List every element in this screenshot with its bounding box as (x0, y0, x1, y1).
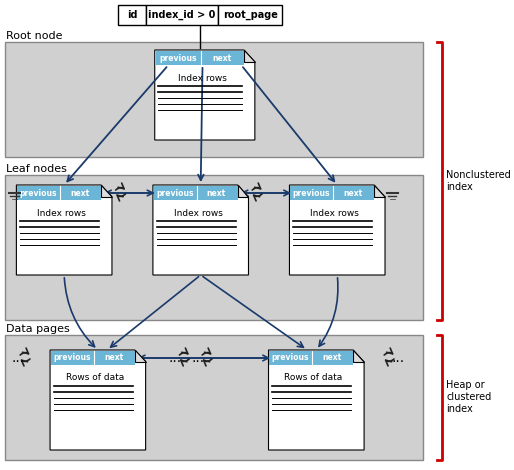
Text: Nonclustered
index: Nonclustered index (446, 170, 511, 192)
Polygon shape (374, 185, 385, 197)
Text: previous: previous (159, 54, 197, 63)
Text: Index rows: Index rows (37, 209, 86, 218)
Text: ...: ... (191, 351, 204, 365)
Polygon shape (50, 350, 145, 450)
Text: previous: previous (272, 353, 309, 362)
FancyBboxPatch shape (5, 42, 423, 157)
FancyBboxPatch shape (17, 186, 101, 200)
Text: Heap or
clustered
index: Heap or clustered index (446, 380, 491, 414)
Polygon shape (16, 185, 112, 275)
Text: previous: previous (53, 353, 91, 362)
Text: previous: previous (20, 188, 57, 197)
FancyBboxPatch shape (269, 351, 353, 365)
Text: Index rows: Index rows (310, 209, 359, 218)
Polygon shape (237, 185, 248, 197)
FancyBboxPatch shape (154, 186, 237, 200)
Polygon shape (289, 185, 385, 275)
Text: id: id (127, 10, 137, 20)
Polygon shape (155, 50, 255, 140)
Text: next: next (104, 353, 123, 362)
Polygon shape (153, 185, 248, 275)
FancyBboxPatch shape (118, 5, 145, 25)
Text: ...: ... (12, 351, 25, 365)
Polygon shape (353, 350, 364, 362)
Text: next: next (70, 188, 89, 197)
Text: Rows of data: Rows of data (284, 374, 343, 383)
FancyBboxPatch shape (5, 335, 423, 460)
Text: Index rows: Index rows (174, 209, 223, 218)
Polygon shape (244, 50, 255, 62)
Text: index_id > 0: index_id > 0 (149, 10, 216, 20)
FancyBboxPatch shape (145, 5, 218, 25)
FancyBboxPatch shape (156, 51, 244, 65)
FancyBboxPatch shape (5, 175, 423, 320)
Text: next: next (212, 54, 231, 63)
Text: next: next (322, 353, 342, 362)
Text: ...: ... (391, 351, 405, 365)
Text: ...: ... (169, 351, 181, 365)
FancyBboxPatch shape (290, 186, 374, 200)
FancyBboxPatch shape (51, 351, 135, 365)
Text: Data pages: Data pages (6, 324, 70, 334)
Text: next: next (207, 188, 226, 197)
Text: next: next (343, 188, 362, 197)
Polygon shape (101, 185, 112, 197)
Text: root_page: root_page (223, 10, 278, 20)
FancyBboxPatch shape (218, 5, 282, 25)
Text: Rows of data: Rows of data (66, 374, 124, 383)
Polygon shape (135, 350, 145, 362)
Polygon shape (268, 350, 364, 450)
Text: previous: previous (292, 188, 330, 197)
Text: previous: previous (156, 188, 194, 197)
Text: Leaf nodes: Leaf nodes (6, 164, 67, 174)
Text: Root node: Root node (6, 31, 63, 41)
Text: Index rows: Index rows (178, 73, 227, 83)
